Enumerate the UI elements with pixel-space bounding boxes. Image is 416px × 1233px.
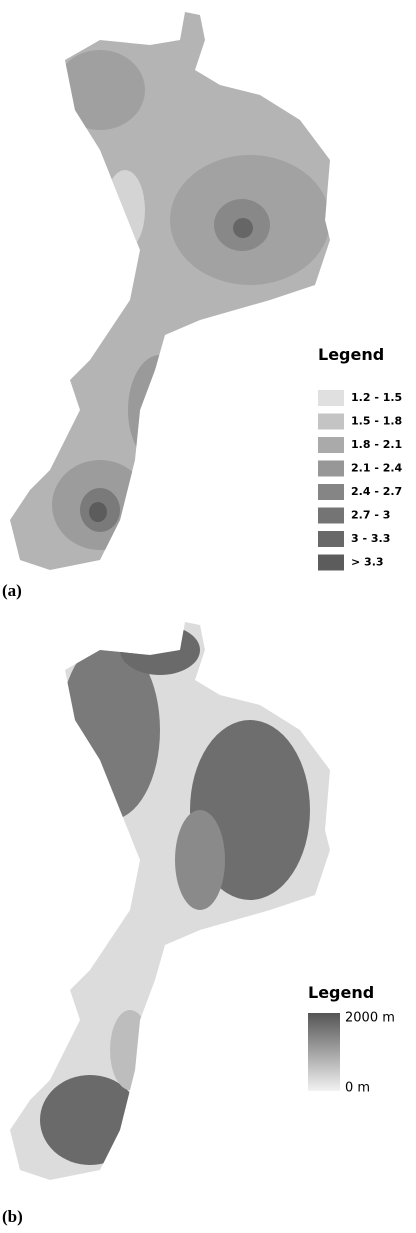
isoline-map <box>10 12 330 570</box>
legend-label: 1.8 - 2.1 <box>351 438 402 451</box>
elevation-map <box>10 622 330 1180</box>
legend-swatch <box>318 437 344 453</box>
legend-title: Legend <box>318 345 384 364</box>
ramp-max-label: 2000 m <box>345 1011 395 1026</box>
legend-swatch <box>318 413 344 430</box>
legend-label: 1.5 - 1.8 <box>351 415 402 428</box>
legend-swatch <box>318 554 344 571</box>
legend-swatch <box>318 484 344 500</box>
color-ramp <box>308 1013 340 1091</box>
legend-label: 3 - 3.3 <box>351 532 390 545</box>
panel-label: (b) <box>2 1207 23 1226</box>
legend-label: > 3.3 <box>351 556 384 569</box>
legend-label: 2.4 - 2.7 <box>351 485 402 498</box>
legend-label: 2.7 - 3 <box>351 509 390 522</box>
ramp-min-label: 0 m <box>345 1081 370 1096</box>
legend-swatch <box>318 460 344 477</box>
legend-title: Legend <box>308 983 374 1002</box>
legend-label: 1.2 - 1.5 <box>351 391 402 404</box>
panel-label: (a) <box>2 581 22 600</box>
legend: 1.2 - 1.5 1.5 - 1.8 1.8 - 2.1 2.1 - 2.4 2.4 … <box>318 390 403 571</box>
legend-swatch <box>318 531 344 547</box>
legend-swatch <box>318 507 344 524</box>
legend-label: 2.1 - 2.4 <box>351 462 403 475</box>
legend-swatch <box>318 390 344 406</box>
